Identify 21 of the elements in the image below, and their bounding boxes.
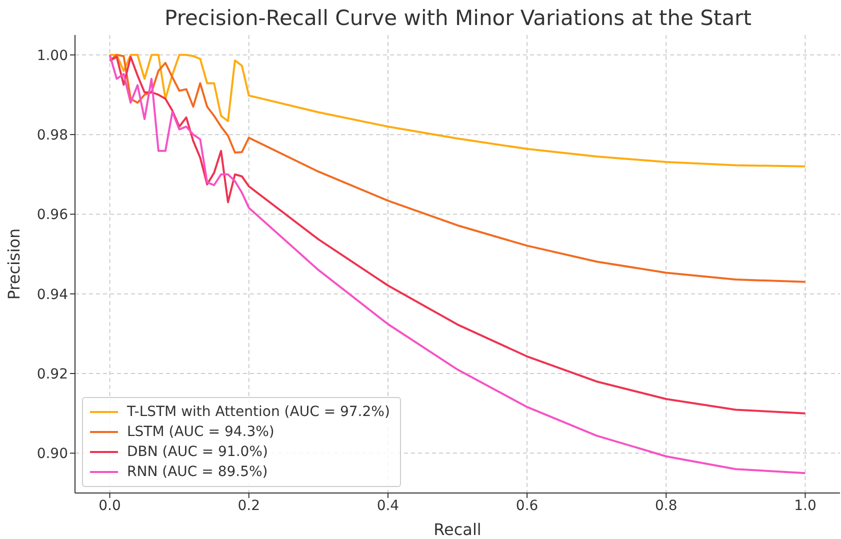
x-axis-title: Recall <box>434 520 482 539</box>
y-tick-label: 0.98 <box>36 128 68 144</box>
x-tick-label: 0.8 <box>655 498 678 514</box>
line-series <box>108 54 806 168</box>
x-tick-label: 0.2 <box>238 498 260 514</box>
x-tick-label: 0.6 <box>516 498 538 514</box>
legend-label: DBN (AUC = 91.0%) <box>127 443 268 462</box>
legend-label: T-LSTM with Attention (AUC = 97.2%) <box>127 403 390 422</box>
line-series <box>108 54 806 283</box>
y-tick-label: 0.96 <box>36 207 68 224</box>
y-axis-title: Precision <box>4 228 24 300</box>
y-tick-label: 0.94 <box>36 286 68 303</box>
y-tick-label: 0.90 <box>36 446 68 462</box>
y-tick-label: 0.92 <box>36 366 68 382</box>
x-tick-label: 0.0 <box>98 498 121 514</box>
x-tick-label: 0.4 <box>376 498 400 514</box>
legend-label: LSTM (AUC = 94.3%) <box>127 423 274 442</box>
x-tick-label: 1.0 <box>794 498 816 514</box>
y-tick-label: 1.00 <box>36 48 68 64</box>
legend-label: RNN (AUC = 89.5%) <box>127 463 268 482</box>
chart-title: Precision-Recall Curve with Minor Variations at the Start <box>164 6 752 30</box>
